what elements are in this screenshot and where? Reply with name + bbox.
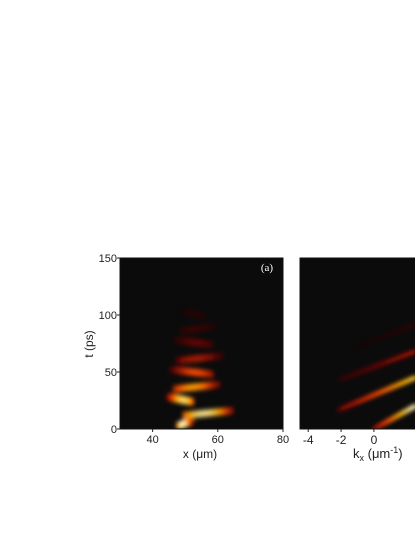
x-tick-label: 40 bbox=[146, 434, 158, 446]
panel-b-x-axis-label-unit: (μm bbox=[364, 446, 390, 461]
fringe-mark bbox=[182, 383, 188, 393]
fringe-mark bbox=[218, 351, 224, 361]
fringe-mark bbox=[176, 336, 183, 345]
panel-b-x-ticks: -4 -2 0 bbox=[303, 429, 378, 447]
panel-b-x-axis-label-main: k bbox=[353, 446, 360, 461]
fringe-mark bbox=[197, 409, 204, 418]
fringe-mark bbox=[215, 380, 221, 389]
fringe-mark bbox=[213, 408, 219, 417]
y-tick-label: 150 bbox=[99, 253, 117, 265]
x-tick-label: -2 bbox=[336, 433, 347, 447]
panel-b-frame bbox=[299, 257, 415, 430]
panel-a-y-ticks: 0 50 100 150 bbox=[99, 253, 120, 436]
x-tick-label: 0 bbox=[371, 433, 378, 447]
panel-b-x-axis-label-sub: x bbox=[360, 453, 365, 463]
fringe-mark bbox=[194, 354, 201, 363]
fringe-mark bbox=[200, 339, 206, 348]
fringe-mark bbox=[186, 367, 193, 376]
fringe-mark bbox=[208, 340, 214, 349]
fringe-mark bbox=[191, 382, 197, 392]
y-tick-label: 0 bbox=[111, 424, 117, 436]
fringe-mark bbox=[180, 355, 186, 365]
fringe-mark bbox=[202, 409, 209, 418]
fringe-mark bbox=[190, 354, 196, 364]
x-tick-label: -4 bbox=[303, 433, 314, 447]
fringe-mark bbox=[178, 366, 184, 375]
panel-b: -4 -2 0 kx (μm-1) bbox=[299, 257, 415, 463]
panel-b-blur-layer bbox=[337, 321, 415, 429]
y-tick-label: 100 bbox=[99, 310, 117, 322]
fringe-mark bbox=[172, 335, 179, 345]
fringe-mark bbox=[196, 382, 202, 391]
fringe-mark bbox=[180, 336, 186, 346]
fringe-mark bbox=[204, 339, 210, 349]
fringe-mark bbox=[210, 380, 216, 390]
fringe-mark bbox=[213, 352, 219, 361]
fringe-mark bbox=[204, 369, 210, 378]
fringe-mark bbox=[208, 370, 214, 379]
fringe-mark bbox=[207, 408, 214, 417]
fringe-mark bbox=[186, 383, 193, 392]
x-tick-label: 60 bbox=[212, 434, 224, 446]
fringe-mark bbox=[173, 366, 180, 375]
fringe-mark bbox=[196, 338, 202, 348]
y-tick-label: 50 bbox=[105, 367, 117, 379]
panel-a-y-axis-label: t (ps) bbox=[82, 330, 96, 357]
fringe-mark bbox=[195, 368, 201, 377]
fringe-mark bbox=[172, 384, 179, 394]
fringe-mark bbox=[199, 369, 206, 378]
fringe-mark bbox=[211, 322, 218, 331]
fringe-mark bbox=[169, 365, 175, 374]
fringe-mark bbox=[188, 337, 194, 347]
fringe-mark bbox=[192, 338, 198, 347]
fringe-mark bbox=[176, 356, 182, 365]
fringe-mark bbox=[204, 353, 210, 362]
panel-b-x-axis-label-close: ) bbox=[398, 446, 402, 461]
panel-a-x-axis-label: x (μm) bbox=[183, 447, 217, 461]
panel-a-blur-layer bbox=[166, 307, 234, 429]
fringe-mark bbox=[182, 367, 188, 376]
fringe-mark bbox=[209, 352, 215, 362]
fringe-mark bbox=[223, 407, 229, 416]
panel-a-intensity-marks bbox=[166, 307, 234, 429]
panel-b-x-axis-label-sup: -1 bbox=[390, 445, 398, 455]
x-tick-label: 80 bbox=[277, 434, 289, 446]
streak-segment bbox=[409, 375, 415, 382]
fringe-mark bbox=[185, 355, 191, 364]
fringe-mark bbox=[187, 410, 193, 420]
panel-a-label: (a) bbox=[261, 262, 274, 274]
streak-segment bbox=[409, 349, 415, 355]
fringe-mark bbox=[199, 353, 205, 363]
panel-b-x-axis-label: kx (μm-1) bbox=[353, 445, 403, 463]
fringe-mark bbox=[179, 307, 185, 316]
fringe-mark bbox=[228, 406, 234, 415]
panel-a-frame bbox=[119, 257, 284, 430]
panel-a-x-ticks: 40 60 80 bbox=[146, 429, 289, 446]
panel-b-intensity-marks bbox=[337, 321, 415, 429]
fringe-mark bbox=[201, 381, 207, 391]
fringe-mark bbox=[191, 368, 197, 377]
fringe-mark bbox=[184, 337, 190, 346]
fringe-mark bbox=[166, 392, 172, 402]
fringe-mark bbox=[205, 381, 211, 390]
fringe-mark bbox=[182, 411, 188, 420]
fringe-mark bbox=[177, 384, 183, 393]
fringe-mark bbox=[192, 410, 198, 419]
panel-a: (a) 0 50 100 150 40 60 80 t (ps) x (μm) bbox=[82, 253, 289, 461]
fringe-mark bbox=[218, 407, 224, 416]
